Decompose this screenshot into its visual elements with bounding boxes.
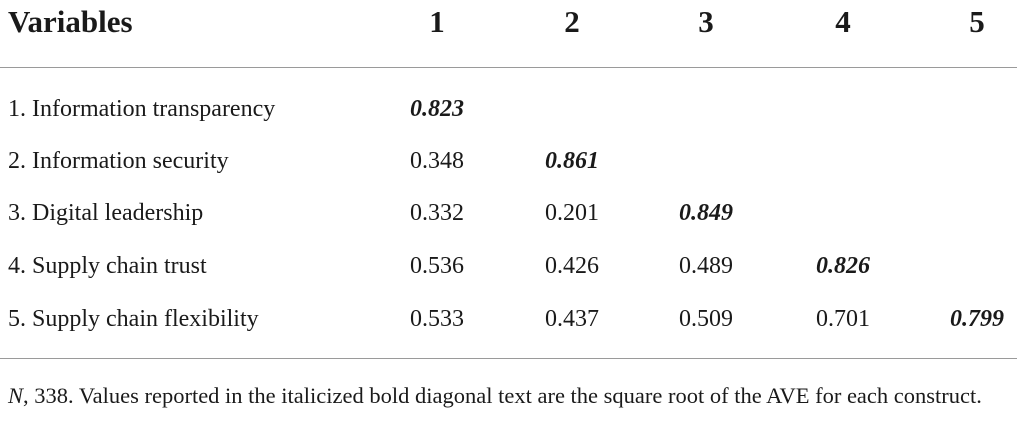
header-cell: 1	[429, 4, 445, 39]
cell-value: 0.437	[545, 306, 599, 332]
row-label: 1. Information transparency	[8, 96, 276, 122]
diagonal-value: 0.826	[816, 253, 870, 279]
cell-value: 0.201	[545, 200, 599, 226]
row-label: 4. Supply chain trust	[8, 253, 207, 279]
header-cell: Variables	[8, 4, 133, 39]
diagonal-value: 0.823	[410, 96, 464, 122]
row-label: 3. Digital leadership	[8, 200, 204, 226]
footnote-text: , 338. Values reported in the italicized…	[23, 383, 982, 408]
header-cell: 3	[698, 4, 714, 39]
cell-value: 0.533	[410, 306, 464, 332]
bottom-rule	[0, 358, 1017, 359]
header-rule	[0, 67, 1017, 68]
cell-value: 0.701	[816, 306, 870, 332]
row-label: 5. Supply chain flexibility	[8, 306, 259, 332]
footnote: N, 338. Values reported in the italicize…	[8, 378, 1012, 414]
footnote-n: N	[8, 383, 24, 408]
diagonal-value: 0.849	[679, 200, 733, 226]
diagonal-value: 0.799	[950, 306, 1004, 332]
cell-value: 0.536	[410, 253, 464, 279]
header-cell: 2	[564, 4, 580, 39]
diagonal-value: 0.861	[545, 148, 599, 174]
header-cell: 4	[835, 4, 851, 39]
row-label: 2. Information security	[8, 148, 229, 174]
cell-value: 0.332	[410, 200, 464, 226]
cell-value: 0.489	[679, 253, 733, 279]
cell-value: 0.509	[679, 306, 733, 332]
cell-value: 0.426	[545, 253, 599, 279]
header-cell: 5	[969, 4, 985, 39]
cell-value: 0.348	[410, 148, 464, 174]
